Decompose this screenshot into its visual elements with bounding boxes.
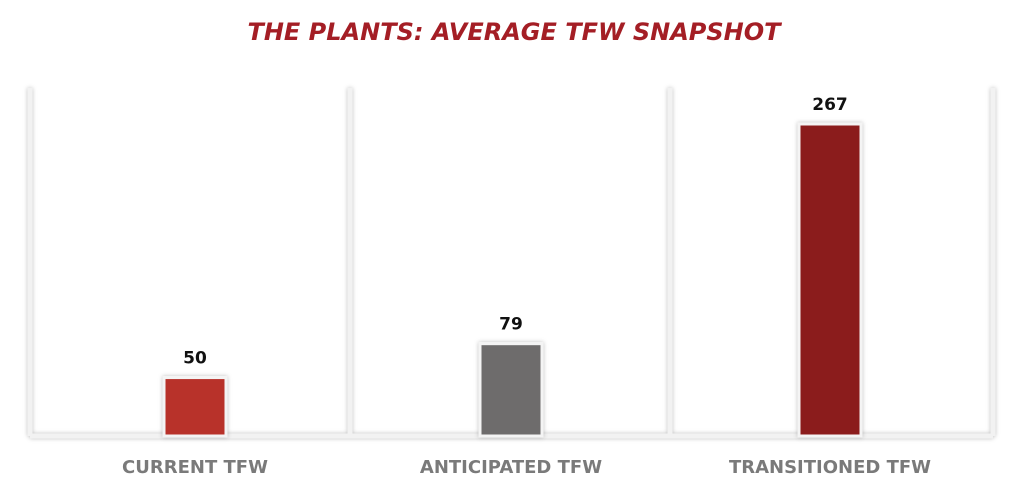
category-label: ANTICIPATED TFW — [420, 457, 602, 478]
category-label: TRANSITIONED TFW — [729, 457, 931, 478]
bar — [478, 342, 544, 438]
value-label: 267 — [812, 95, 848, 115]
value-label: 50 — [183, 349, 207, 369]
bar — [162, 376, 228, 438]
value-label: 79 — [499, 315, 523, 335]
bar — [797, 122, 863, 438]
chart-title: THE PLANTS: AVERAGE TFW SNAPSHOT — [247, 18, 782, 46]
category-label: CURRENT TFW — [122, 457, 268, 478]
